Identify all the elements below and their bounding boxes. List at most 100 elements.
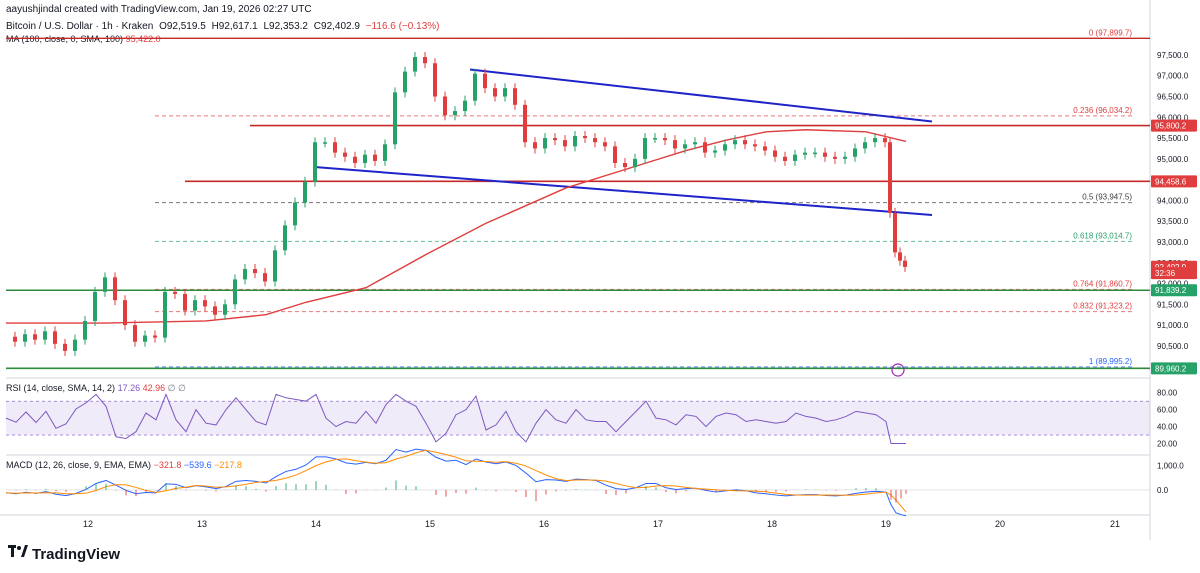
candle[interactable] — [453, 111, 457, 116]
candle[interactable] — [73, 339, 77, 351]
candle[interactable] — [353, 156, 357, 164]
upper-trend-line[interactable] — [469, 68, 933, 123]
candle[interactable] — [703, 142, 707, 153]
candle[interactable] — [833, 156, 837, 159]
candle[interactable] — [873, 138, 877, 143]
candle[interactable] — [173, 291, 177, 294]
candle[interactable] — [283, 225, 287, 251]
candle[interactable] — [373, 154, 377, 161]
candle[interactable] — [383, 144, 387, 161]
symbol-name[interactable]: Bitcoin / U.S. Dollar · 1h · Kraken — [6, 21, 154, 32]
candle[interactable] — [213, 306, 217, 315]
candle[interactable] — [103, 277, 107, 292]
candle[interactable] — [183, 293, 187, 311]
candle[interactable] — [303, 181, 307, 203]
candle[interactable] — [573, 135, 577, 147]
candle[interactable] — [683, 144, 687, 149]
candle[interactable] — [153, 335, 157, 338]
candle[interactable] — [403, 71, 407, 93]
candle[interactable] — [863, 142, 867, 149]
candle[interactable] — [523, 104, 527, 143]
candle[interactable] — [293, 202, 297, 226]
candle[interactable] — [63, 343, 67, 351]
candle[interactable] — [843, 156, 847, 159]
candle[interactable] — [553, 138, 557, 141]
candle[interactable] — [773, 150, 777, 157]
candle[interactable] — [733, 140, 737, 145]
candle[interactable] — [163, 291, 167, 338]
macd-signal-line[interactable] — [5, 449, 907, 513]
candle[interactable] — [433, 63, 437, 97]
candle[interactable] — [393, 92, 397, 145]
candle[interactable] — [323, 142, 327, 144]
candle[interactable] — [463, 100, 467, 112]
candle[interactable] — [643, 138, 647, 159]
macd-line[interactable] — [5, 448, 907, 517]
candle[interactable] — [263, 273, 267, 282]
candle[interactable] — [713, 150, 717, 153]
candle[interactable] — [763, 146, 767, 151]
candle[interactable] — [673, 140, 677, 149]
candle[interactable] — [513, 88, 517, 105]
candle[interactable] — [143, 335, 147, 342]
candle[interactable] — [583, 135, 587, 139]
candle[interactable] — [83, 320, 87, 340]
candle[interactable] — [53, 331, 57, 344]
candle[interactable] — [333, 142, 337, 153]
candle[interactable] — [533, 142, 537, 149]
candle[interactable] — [888, 142, 892, 213]
candle[interactable] — [253, 269, 257, 274]
candle[interactable] — [193, 300, 197, 311]
candle[interactable] — [663, 138, 667, 141]
candle[interactable] — [203, 300, 207, 307]
candle[interactable] — [883, 138, 887, 143]
candle[interactable] — [593, 138, 597, 143]
ma-line[interactable] — [6, 129, 907, 324]
candle[interactable] — [693, 142, 697, 145]
alert-icon[interactable] — [891, 363, 905, 377]
candle[interactable] — [23, 334, 27, 342]
candle[interactable] — [898, 252, 902, 261]
candle[interactable] — [233, 279, 237, 305]
candle[interactable] — [443, 96, 447, 116]
candle[interactable] — [823, 152, 827, 157]
candle[interactable] — [243, 269, 247, 280]
candle[interactable] — [493, 88, 497, 97]
candle[interactable] — [803, 152, 807, 155]
candle[interactable] — [503, 88, 507, 97]
candle[interactable] — [623, 163, 627, 168]
candle[interactable] — [653, 138, 657, 140]
candle[interactable] — [783, 156, 787, 161]
candle[interactable] — [563, 140, 567, 147]
candle[interactable] — [613, 146, 617, 164]
candle[interactable] — [273, 250, 277, 282]
rsi-line[interactable] — [5, 393, 906, 445]
candle[interactable] — [723, 144, 727, 151]
candle[interactable] — [753, 144, 757, 147]
candle[interactable] — [223, 304, 227, 315]
candle[interactable] — [483, 73, 487, 89]
lower-trend-line[interactable] — [315, 166, 933, 216]
candle[interactable] — [363, 154, 367, 164]
candle[interactable] — [13, 336, 17, 342]
candle[interactable] — [343, 152, 347, 157]
macd-legend[interactable]: MACD (12, 26, close, 9, EMA, EMA) −321.8… — [6, 460, 242, 470]
candle[interactable] — [423, 57, 427, 64]
candle[interactable] — [793, 154, 797, 161]
candle[interactable] — [113, 277, 117, 301]
candle[interactable] — [853, 148, 857, 157]
candle[interactable] — [313, 142, 317, 182]
candle[interactable] — [813, 152, 817, 155]
candle[interactable] — [473, 73, 477, 101]
candle[interactable] — [413, 57, 417, 72]
candle[interactable] — [893, 212, 897, 253]
candle[interactable] — [543, 138, 547, 149]
candle[interactable] — [603, 142, 607, 147]
candle[interactable] — [43, 331, 47, 340]
candle[interactable] — [33, 334, 37, 340]
candle[interactable] — [903, 260, 907, 267]
candle[interactable] — [133, 325, 137, 342]
candle[interactable] — [123, 300, 127, 326]
candle[interactable] — [743, 140, 747, 145]
